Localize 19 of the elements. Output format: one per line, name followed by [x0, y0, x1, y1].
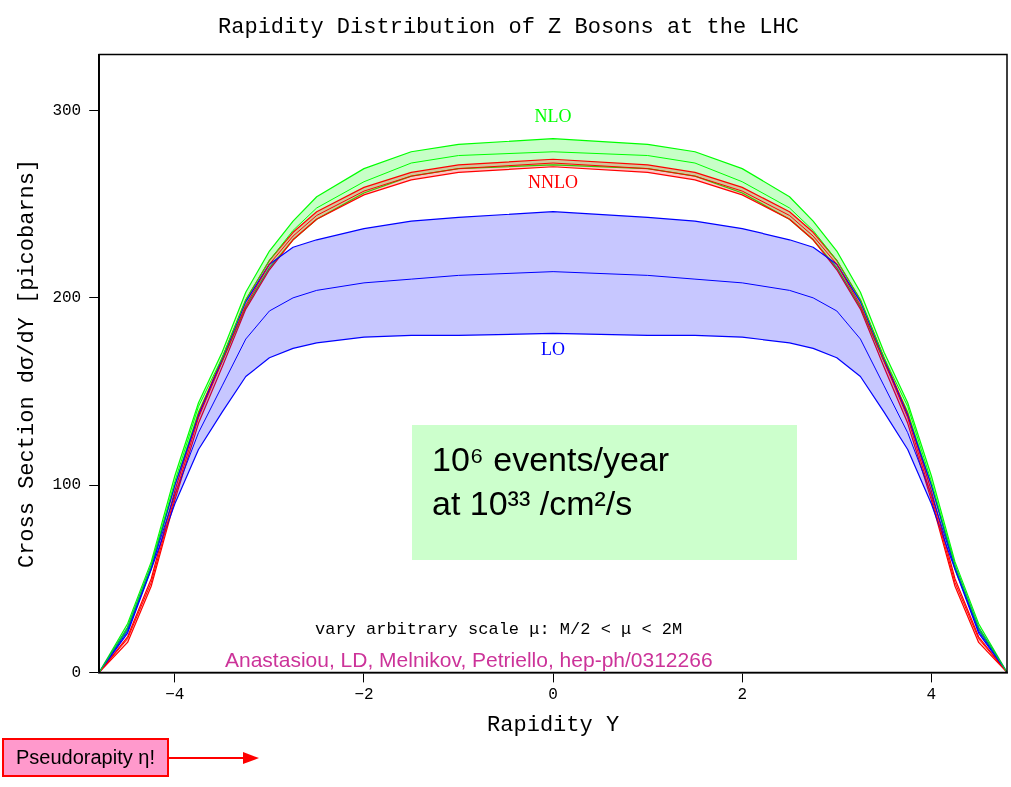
text: Pseudorapity η!: [2, 738, 169, 777]
x-axis-title: Rapidity Y: [487, 712, 620, 738]
x-tick-label: −2: [354, 686, 374, 705]
y-tick-label: 0: [71, 663, 82, 682]
y-tick-label: 200: [52, 289, 82, 308]
y-tick-label: 300: [52, 101, 82, 120]
x-tick-label: 0: [548, 686, 558, 705]
annotation: Anastasiou, LD, Melnikov, Petriello, hep-ph/0312266: [225, 648, 713, 672]
x-tick-label: −4: [165, 686, 185, 705]
y-tick-label: 100: [52, 476, 82, 495]
x-tick-label: 2: [737, 686, 748, 705]
chart-title: Rapidity Distribution of Z Bosons at the LHC: [218, 15, 799, 41]
series-label: NNLO: [528, 172, 579, 193]
y-axis-title: Cross Section dσ/dY [picobarns]: [15, 158, 41, 569]
x-tick-label: 4: [926, 686, 937, 705]
annotation: vary arbitrary scale μ: M/2 < μ < 2M: [315, 620, 683, 639]
series-label: NLO: [534, 106, 572, 127]
annotation: 10⁶ events/year at 10³³ /cm²/s: [432, 439, 670, 525]
text: LO: [541, 339, 566, 360]
